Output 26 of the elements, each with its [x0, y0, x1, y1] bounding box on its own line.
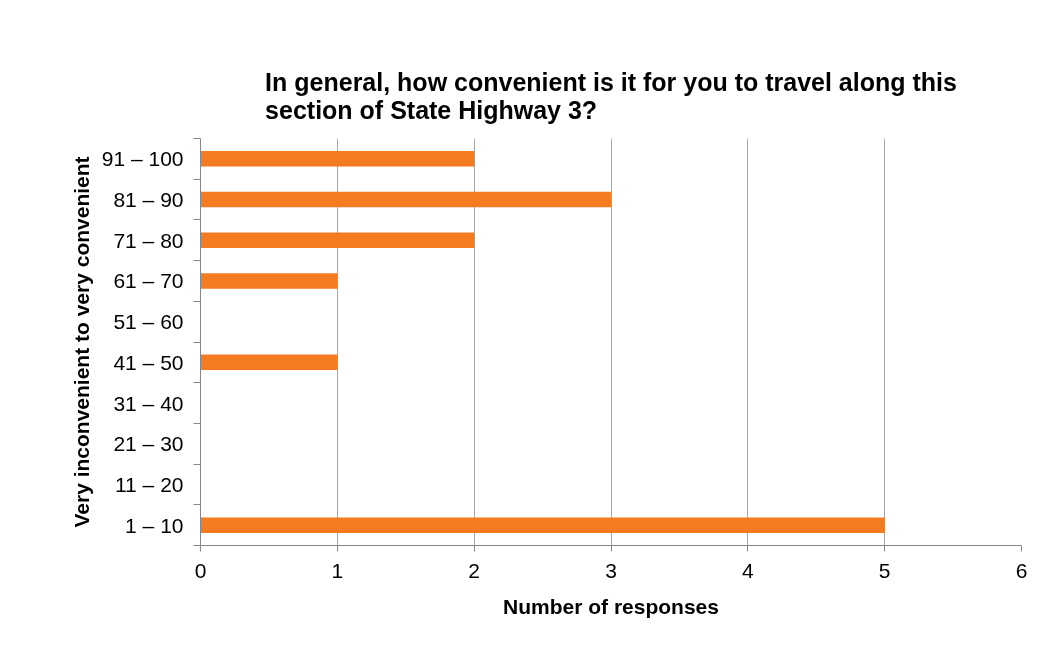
x-tick-label: 4: [741, 558, 754, 582]
x-tick-label: 3: [605, 558, 617, 582]
y-tick-label: 91 – 100: [101, 147, 184, 171]
x-tick-label: 5: [878, 558, 891, 582]
y-tick-label: 31 – 40: [113, 391, 184, 415]
y-tick-label: 1 – 10: [125, 513, 184, 537]
y-tick-label: 81 – 90: [113, 188, 184, 212]
x-axis-title: Number of responses: [503, 594, 719, 618]
bar: [200, 273, 338, 289]
y-axis-title: Very inconvenient to very convenient: [69, 156, 93, 528]
bar: [200, 517, 885, 533]
y-tick-label: 71 – 80: [113, 228, 184, 252]
bar: [200, 232, 475, 248]
y-tick-label: 21 – 30: [113, 432, 184, 456]
bar: [200, 151, 475, 167]
x-tick-label: 2: [468, 558, 481, 582]
y-tick-label: 61 – 70: [113, 269, 184, 293]
y-tick-label: 11 – 20: [114, 472, 184, 496]
y-tick-label: 51 – 60: [113, 310, 184, 334]
bar: [200, 354, 338, 371]
bar: [200, 191, 611, 208]
y-tick-label: 41 – 50: [113, 350, 184, 374]
x-tick-label: 0: [194, 558, 207, 582]
x-tick-label: 1: [331, 558, 344, 582]
chart-title: In general, how convenient is it for you to travel along this section of State Highway 3?: [265, 67, 957, 124]
x-tick-label: 6: [1015, 558, 1028, 582]
